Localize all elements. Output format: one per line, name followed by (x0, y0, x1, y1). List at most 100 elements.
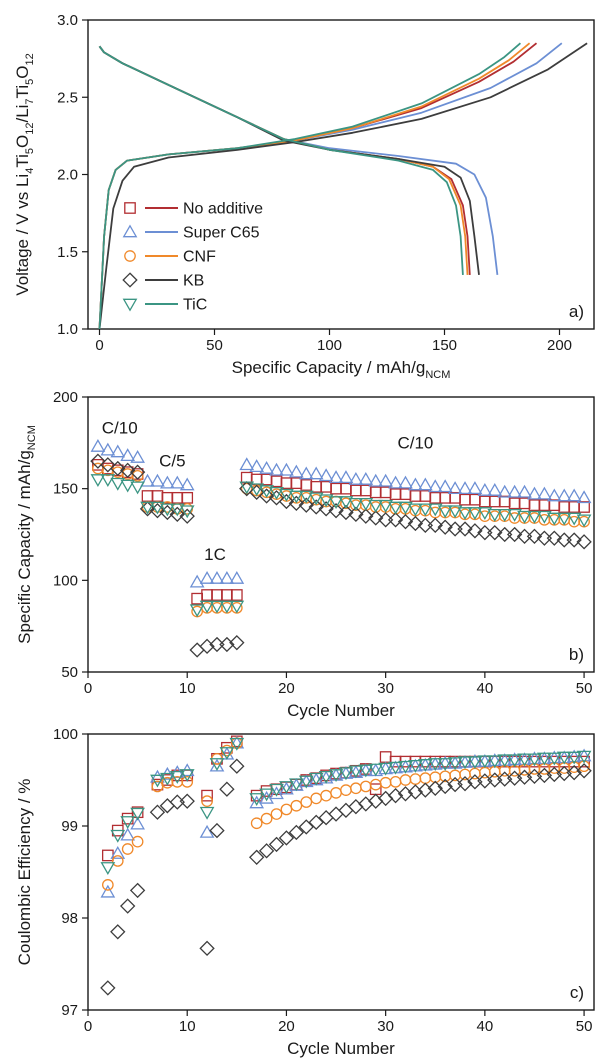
data-point-kb (229, 634, 245, 651)
data-point-kb (149, 502, 166, 519)
data-point-kb (318, 501, 334, 517)
data-point-super-c65 (467, 754, 483, 767)
x-tick-label: 20 (278, 1018, 295, 1035)
data-point-super-c65 (487, 753, 503, 767)
data-point-tic (408, 759, 423, 773)
data-point-tic (160, 772, 175, 786)
data-point-no-additive (538, 499, 551, 512)
data-point-tic (517, 753, 532, 767)
y-tick-label: 50 (61, 664, 78, 681)
y-tick-label: 100 (53, 572, 78, 589)
data-point-super-c65 (160, 475, 175, 489)
data-point-kb (387, 787, 404, 804)
data-point-super-c65 (229, 570, 245, 584)
series-line-tic-discharge (98, 45, 464, 275)
data-point-tic (398, 760, 413, 774)
legend-marker-kb (122, 272, 138, 288)
x-tick-label: 100 (317, 337, 342, 354)
data-point-tic (279, 781, 294, 794)
data-point-kb (258, 488, 275, 504)
data-point-tic (527, 753, 542, 767)
data-point-super-c65 (90, 438, 106, 452)
data-point-kb (298, 497, 314, 513)
data-point-kb (100, 980, 116, 996)
data-point-tic (100, 474, 116, 488)
data-point-kb (506, 526, 523, 543)
data-point-no-additive (290, 477, 303, 490)
data-point-super-c65 (487, 482, 503, 496)
data-point-tic (497, 754, 513, 768)
data-point-tic (447, 757, 463, 771)
data-point-super-c65 (110, 846, 126, 859)
data-point-cnf (359, 780, 372, 793)
y-axis-label-sub: 5 (24, 148, 36, 154)
data-point-tic (110, 829, 126, 843)
data-point-no-additive (359, 484, 372, 497)
data-point-kb (487, 524, 503, 541)
legend-marker-no-additive (124, 202, 136, 214)
y-tick-label: 98 (61, 910, 78, 927)
data-point-cnf (151, 780, 164, 793)
data-point-kb (348, 506, 364, 523)
y-tick-label: 2.5 (57, 89, 78, 106)
y-axis-label-main: Specific Capacity / mAh/g (15, 450, 34, 644)
data-point-super-c65 (249, 795, 265, 809)
data-point-cnf (250, 817, 263, 830)
data-point-kb (199, 638, 215, 655)
data-point-cnf (469, 767, 481, 780)
data-point-no-additive (270, 475, 283, 488)
data-point-cnf (459, 768, 471, 781)
data-point-tic (348, 765, 364, 779)
data-point-super-c65 (576, 490, 592, 504)
data-point-no-additive (320, 480, 332, 493)
data-point-kb (110, 460, 126, 477)
data-point-tic (199, 600, 215, 614)
data-point-tic (348, 498, 364, 511)
data-point-no-additive (230, 589, 243, 601)
data-point-super-c65 (556, 488, 572, 502)
data-point-kb (308, 814, 324, 830)
data-point-kb (457, 776, 473, 792)
data-point-tic (358, 764, 374, 778)
data-point-tic (100, 862, 116, 875)
data-point-tic (368, 763, 384, 777)
data-point-super-c65 (517, 484, 532, 498)
data-point-tic (209, 758, 225, 771)
data-point-super-c65 (298, 466, 314, 480)
x-tick-label: 10 (179, 680, 196, 697)
data-point-kb (288, 824, 305, 841)
data-point-super-c65 (527, 486, 542, 500)
data-point-tic (169, 770, 185, 784)
data-point-kb (120, 462, 136, 479)
data-point-tic (467, 756, 483, 770)
legend-marker-tic (122, 298, 138, 312)
panel-a: 0 50 100 150 200 1.0 1.5 2.0 2.5 3.0 a) No additive… (13, 12, 595, 381)
data-point-super-c65 (328, 470, 344, 483)
data-point-no-additive (568, 501, 581, 513)
data-point-super-c65 (150, 769, 165, 783)
data-point-kb (546, 530, 562, 546)
data-point-super-c65 (120, 827, 136, 841)
series-super-c65 (90, 438, 592, 588)
data-point-cnf (350, 782, 362, 795)
data-point-tic (120, 816, 136, 829)
data-point-kb (288, 495, 305, 512)
y-tick-label: 1.5 (57, 244, 78, 261)
data-point-cnf (280, 803, 293, 816)
data-point-tic (546, 752, 562, 766)
data-point-super-c65 (338, 470, 354, 483)
data-point-no-additive (548, 499, 561, 512)
x-tick-label: 50 (206, 337, 223, 354)
data-point-super-c65 (140, 473, 155, 487)
data-point-tic (249, 793, 265, 806)
data-point-cnf (111, 855, 124, 867)
data-point-no-additive (508, 497, 521, 510)
data-point-cnf (260, 812, 273, 825)
data-point-tic (487, 509, 503, 522)
data-point-tic (576, 750, 592, 764)
data-point-no-additive (389, 488, 402, 501)
data-point-super-c65 (100, 884, 116, 898)
y-tick-label: 150 (53, 481, 78, 498)
data-point-super-c65 (308, 466, 324, 480)
data-point-cnf (270, 808, 283, 820)
